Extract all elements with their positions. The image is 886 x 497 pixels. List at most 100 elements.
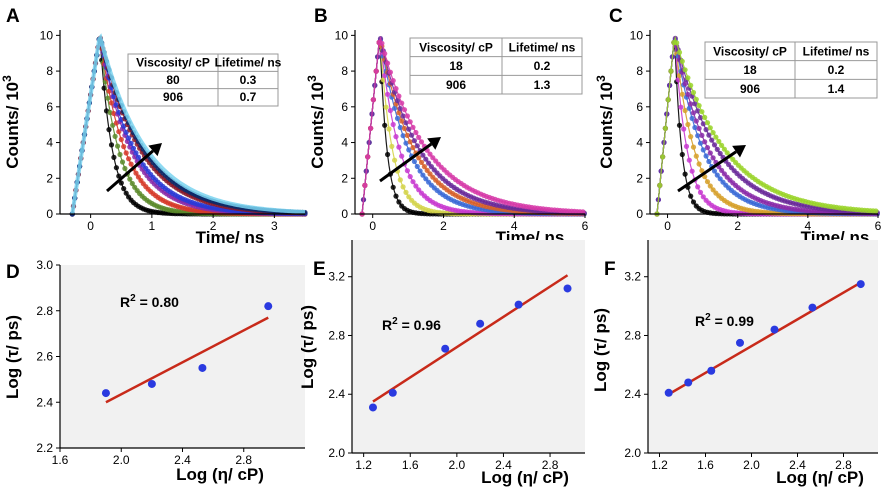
data-point [703,153,709,159]
y-axis-label: Counts/ 103 [305,75,327,169]
data-point [106,127,112,133]
table-frame [409,37,583,95]
x-tick-label: 3 [271,219,278,233]
data-point [128,161,134,167]
y-tick-label: 6 [636,100,643,114]
data-point [382,51,388,57]
data-point [387,107,393,114]
x-tick-label: 2.8 [835,458,852,472]
data-point [700,147,706,153]
data-point [695,108,701,114]
data-point [413,129,419,136]
trend-arrow-head [148,143,162,157]
data-point [400,184,406,190]
data-point [128,140,134,146]
series-decay-8 [70,33,306,215]
data-point [704,145,711,151]
data-point [403,140,409,146]
x-tick-label: 2.8 [542,458,559,472]
data-point [696,125,702,132]
table-header: Viscosity/ cP [136,55,210,69]
series-decay-7 [359,35,586,217]
data-point [407,139,413,145]
y-tick-label: 2.0 [328,446,345,460]
data-point [404,168,410,174]
data-point [399,118,405,124]
data-point [404,113,410,119]
data-point [686,157,692,163]
data-point [704,120,711,126]
data-point [382,122,388,128]
y-tick-label: 2.0 [624,446,641,460]
data-point [420,172,426,178]
data-point [706,158,712,165]
lifetime-table: Viscosity/ cP Lifetime/ ns 80 0.3 906 0.7 [127,53,282,107]
y-tick-label: 8 [636,64,643,78]
data-point [416,134,422,140]
data-point [368,403,377,412]
x-tick-label: 4 [511,219,518,233]
table-cell: 0.3 [240,73,257,87]
data-point [123,150,129,156]
table-header: Lifetime/ ns [215,55,282,69]
fit-line [372,274,569,403]
data-point [476,319,485,328]
data-point [719,142,725,148]
data-point [420,152,426,158]
data-point [682,107,688,114]
data-point [688,82,694,88]
data-point [700,121,706,127]
x-tick-label: 2.0 [113,453,130,467]
data-point [704,179,711,185]
data-point [362,182,368,188]
panel-e: E 1.2 1.6 2.0 2.4 2.8 2.0 2.4 2.8 3.2 Log (η/ cP) L… [298,240,585,487]
data-point [385,151,391,158]
data-point [697,189,704,195]
data-point [713,134,719,140]
table-cell: 18 [743,63,757,77]
data-point [689,115,695,121]
data-point [123,190,129,196]
data-point [126,135,132,141]
trend-arrow-head [732,145,746,158]
data-point [135,154,141,160]
data-point [703,127,709,133]
data-point [119,159,126,165]
data-point [397,106,403,112]
data-point [692,101,698,107]
data-point [388,388,397,397]
table-cell: 0.2 [828,63,845,77]
data-point [668,68,674,74]
panel-letter: C [609,6,623,27]
data-point [563,284,572,293]
fit-line [668,281,862,396]
data-point [400,133,406,139]
data-point [108,100,115,106]
data-point [414,143,420,149]
data-point [770,325,779,334]
y-axis-label: Counts/ 103 [0,75,22,169]
data-point [407,174,413,180]
data-point [387,69,393,75]
data-point [389,143,395,149]
data-point [711,168,718,174]
data-point [393,86,399,92]
r-squared-label: R2 = 0.80 [120,293,179,310]
data-point [393,193,399,199]
plot-area [60,265,305,448]
data-point [690,144,697,150]
data-point [421,164,427,170]
data-point [404,132,410,138]
data-point [113,165,119,171]
fit-line [105,316,269,404]
table-cell: 906 [163,90,183,104]
data-point [373,68,379,74]
data-point [108,142,115,148]
panel-f: F 1.2 1.6 2.0 2.4 2.8 2.0 2.4 2.8 3.2 Log (η/ cP) L… [591,240,878,487]
data-point [101,85,107,91]
x-tick-label: 1.6 [697,458,714,472]
data-point [399,100,405,106]
data-point [368,125,374,131]
data-point [685,75,691,81]
table-header: Viscosity/ cP [713,44,787,58]
